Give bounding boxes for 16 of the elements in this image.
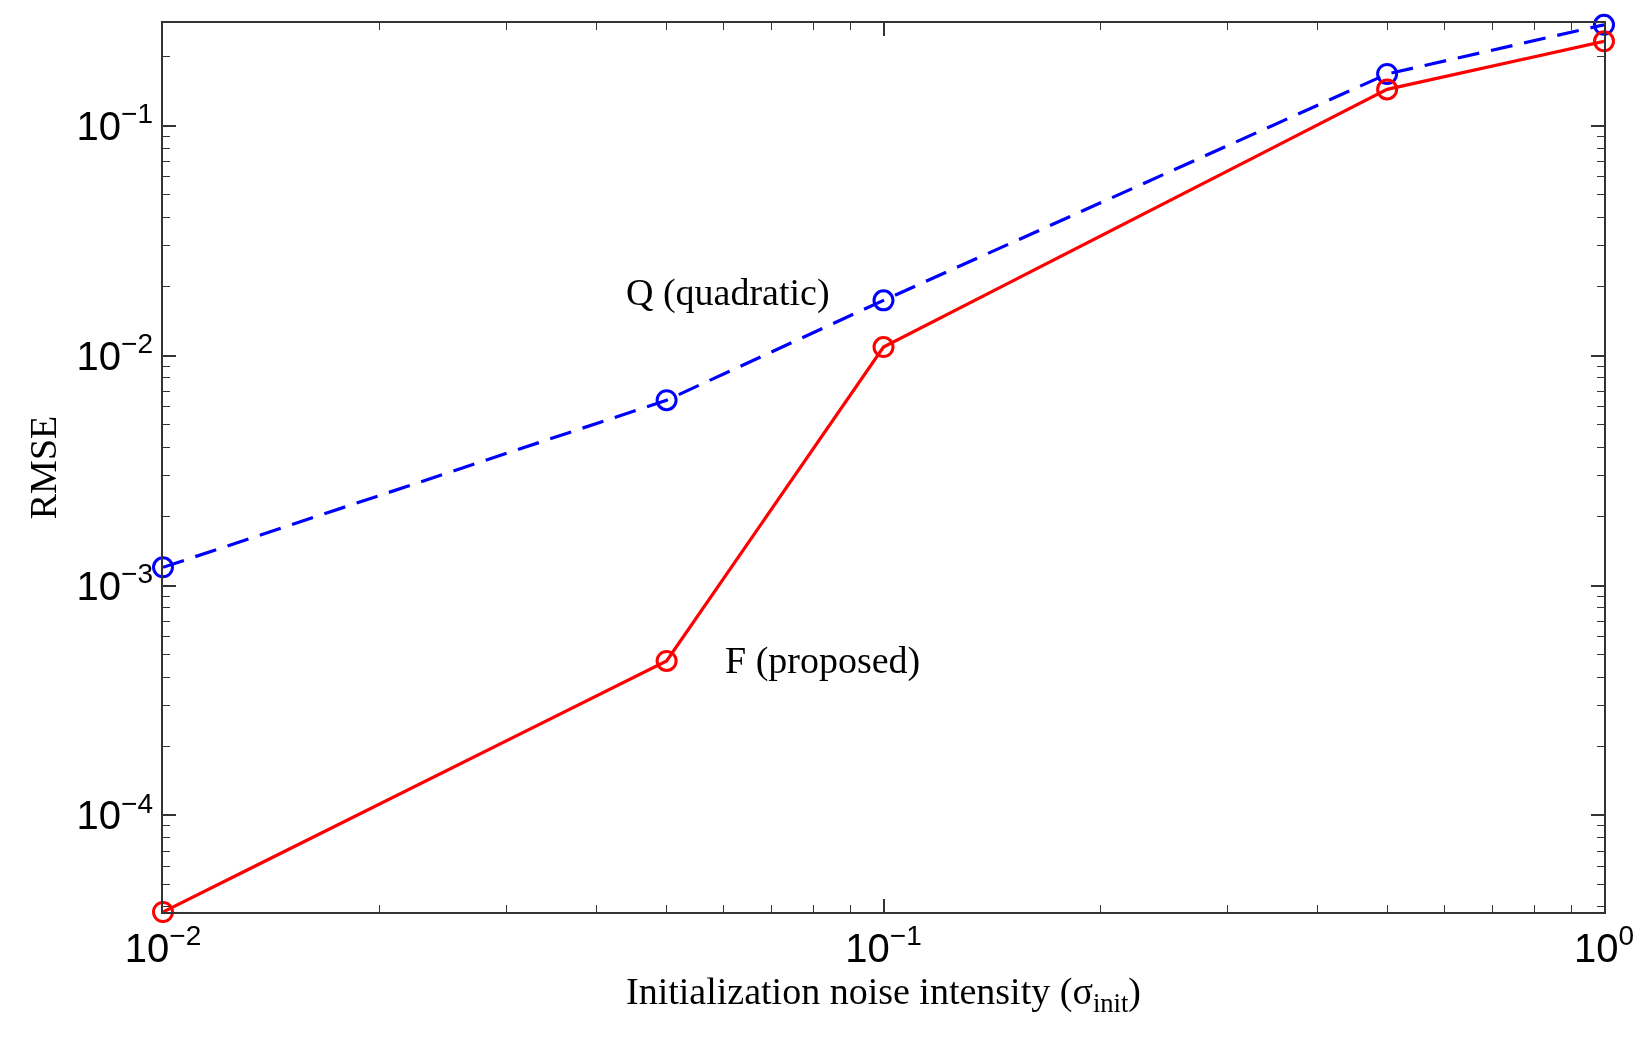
point — [152, 556, 174, 579]
x-tick-label: 10$^{−1}$ — [845, 920, 922, 970]
series-label: Q (quadratic) — [626, 271, 830, 314]
point — [872, 336, 895, 359]
y-tick-label: 10$^{−4}$ — [76, 787, 153, 838]
y-tick-label: 10$^{−2}$ — [76, 327, 153, 378]
x-axis-title: Initialization noise intensity (σ$_{init}$) — [625, 970, 1142, 1018]
y-tick-label: 10$^{−3}$ — [76, 557, 153, 608]
point — [1593, 30, 1615, 53]
series-label: F (proposed) — [725, 639, 921, 682]
x-tick-label: 10$^{0}$ — [1573, 920, 1635, 970]
x-tick-label: 10$^{−2}$ — [124, 920, 202, 970]
point — [872, 289, 895, 312]
y-axis-title: RMSE — [22, 415, 65, 520]
point — [152, 901, 174, 923]
y-tick-label: 10$^{−1}$ — [76, 97, 153, 148]
